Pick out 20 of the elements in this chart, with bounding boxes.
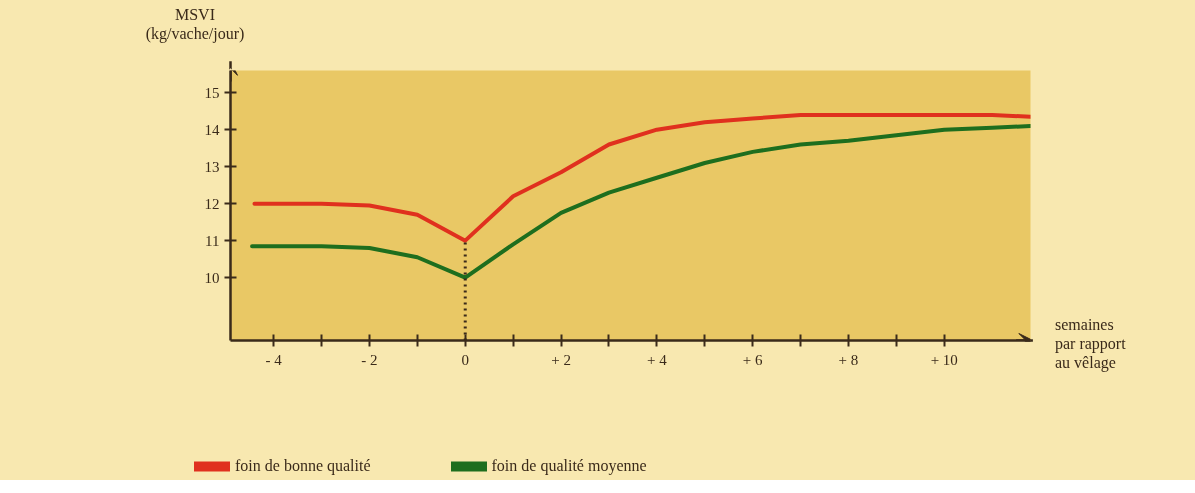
line-series — [252, 112, 1031, 243]
legend-label: foin de bonne qualité — [235, 457, 371, 475]
x-tick-label: - 2 — [361, 351, 378, 368]
y-tick-label: 15 — [204, 84, 220, 101]
x-tick-label: + 6 — [742, 351, 764, 368]
x-tick-label: 0 — [461, 351, 469, 368]
x-tick-label: + 10 — [930, 351, 958, 368]
line-series — [250, 123, 1031, 280]
legend-label: foin de qualité moyenne — [491, 457, 647, 475]
y-axis-title: MSVI (kg/vache/jour) — [145, 5, 245, 44]
x-tick-label: + 4 — [646, 351, 668, 368]
y-tick-label: 14 — [204, 121, 220, 138]
y-tick-label: 12 — [204, 195, 220, 212]
x-tick-label: + 2 — [551, 351, 571, 368]
x-axis-title: semaines par rapport au vêlage — [1055, 315, 1126, 373]
x-tick-label: + 8 — [838, 351, 859, 368]
y-tick-label: 11 — [205, 232, 220, 249]
y-tick-label: 13 — [204, 158, 220, 175]
y-tick-label: 10 — [204, 269, 220, 286]
x-tick-label: - 4 — [265, 351, 283, 368]
